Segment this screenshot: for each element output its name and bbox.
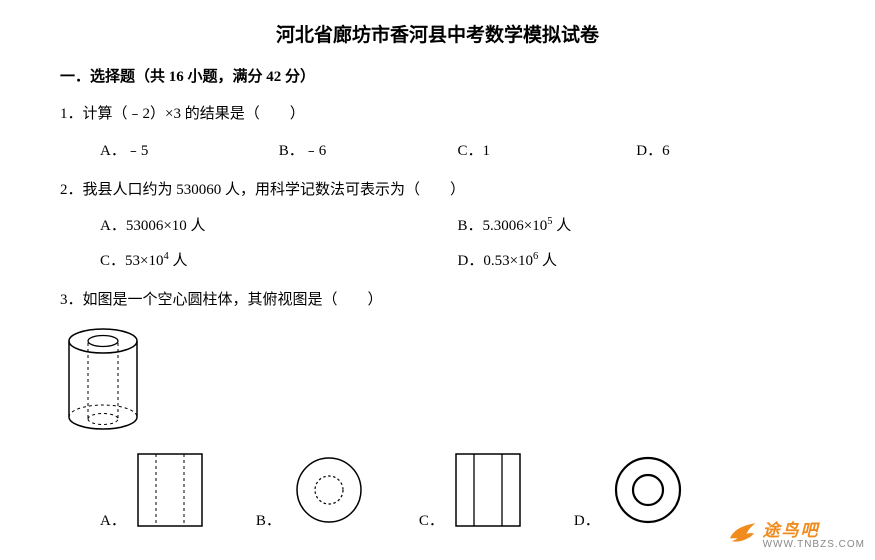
q2c-post: 人: [169, 253, 188, 269]
q1-option-d: D．6: [636, 139, 815, 160]
q3-option-d: D．: [574, 450, 688, 530]
page-title: 河北省廊坊市香河县中考数学模拟试卷: [60, 20, 815, 47]
q3-option-b: B．: [256, 450, 369, 530]
question-3-options: A． B． C． D．: [100, 450, 815, 530]
q1-option-b: B．﹣6: [279, 139, 458, 160]
q3a-label: A．: [100, 509, 126, 530]
q2b-pre: B．5.3006×10: [458, 218, 548, 234]
q2b-post: 人: [552, 218, 571, 234]
question-3-figure: [60, 325, 815, 440]
watermark-url: WWW.TNBZS.COM: [763, 539, 865, 550]
question-2-stem: 2．我县人口约为 530060 人，用科学记数法可表示为（ ）: [60, 176, 815, 205]
q1-option-c: C．1: [458, 139, 637, 160]
q3d-figure-icon: [608, 450, 688, 530]
q3c-label: C．: [419, 509, 444, 530]
q3a-figure-icon: [134, 450, 206, 530]
q3b-label: B．: [256, 509, 281, 530]
watermark-name: 途鸟吧: [763, 521, 820, 540]
watermark: 途鸟吧 WWW.TNBZS.COM: [727, 516, 865, 550]
section-heading: 一．选择题（共 16 小题，满分 42 分）: [60, 65, 815, 86]
question-3-stem: 3．如图是一个空心圆柱体，其俯视图是（ ）: [60, 286, 815, 315]
q3-option-a: A．: [100, 450, 206, 530]
q2-option-b: B．5.3006×105 人: [458, 214, 816, 235]
q2d-pre: D．0.53×10: [458, 253, 534, 269]
question-2-options: A．53006×10 人 B．5.3006×105 人 C．53×104 人 D…: [100, 214, 815, 270]
q2c-pre: C．53×10: [100, 253, 163, 269]
q2-option-a: A．53006×10 人: [100, 214, 458, 235]
q2-option-d: D．0.53×106 人: [458, 249, 816, 270]
question-1-options: A．﹣5 B．﹣6 C．1 D．6: [100, 139, 815, 160]
bird-logo-icon: [727, 520, 757, 546]
question-1-stem: 1．计算（﹣2）×3 的结果是（ ）: [60, 100, 815, 129]
cylinder-icon: [60, 325, 146, 435]
q3d-label: D．: [574, 509, 600, 530]
q3-option-c: C．: [419, 450, 524, 530]
q2d-post: 人: [538, 253, 557, 269]
q3c-figure-icon: [452, 450, 524, 530]
q2-option-c: C．53×104 人: [100, 249, 458, 270]
q1-option-a: A．﹣5: [100, 139, 279, 160]
q3b-figure-icon: [289, 450, 369, 530]
